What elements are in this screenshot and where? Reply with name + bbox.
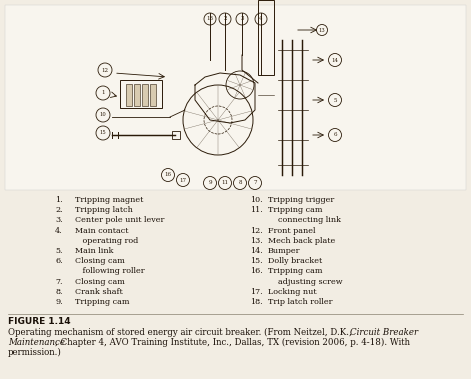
Text: 16: 16 <box>164 172 171 177</box>
Text: 9.: 9. <box>55 298 63 306</box>
Text: 6.: 6. <box>55 257 63 265</box>
Text: 15: 15 <box>100 130 106 136</box>
Text: Closing cam: Closing cam <box>75 277 125 286</box>
Text: Dolly bracket: Dolly bracket <box>268 257 322 265</box>
Text: Closing cam: Closing cam <box>75 257 125 265</box>
Text: 12: 12 <box>101 67 108 72</box>
Text: Tripping magnet: Tripping magnet <box>75 196 143 204</box>
Bar <box>258 0 274 75</box>
Bar <box>120 80 162 108</box>
Text: 17.: 17. <box>250 288 263 296</box>
Bar <box>126 84 132 106</box>
Text: Tripping cam: Tripping cam <box>268 206 323 214</box>
Text: Tripping cam: Tripping cam <box>268 268 323 276</box>
Text: 4: 4 <box>259 17 263 22</box>
Text: Crank shaft: Crank shaft <box>75 288 123 296</box>
Text: 8.: 8. <box>55 288 63 296</box>
Text: Center pole unit lever: Center pole unit lever <box>75 216 164 224</box>
Text: Mech back plate: Mech back plate <box>268 237 335 245</box>
Text: Front panel: Front panel <box>268 227 316 235</box>
Text: operating rod: operating rod <box>75 237 138 245</box>
Text: 11: 11 <box>221 180 228 185</box>
Text: 6: 6 <box>333 133 337 138</box>
Text: FIGURE 1.14: FIGURE 1.14 <box>8 317 71 326</box>
Text: Tripping trigger: Tripping trigger <box>268 196 334 204</box>
Text: 2.: 2. <box>55 206 63 214</box>
Text: 18.: 18. <box>250 298 263 306</box>
Text: 1.: 1. <box>55 196 63 204</box>
Text: 4.: 4. <box>55 227 63 235</box>
Text: 5: 5 <box>333 97 337 102</box>
Text: Tripping latch: Tripping latch <box>75 206 133 214</box>
Text: permission.): permission.) <box>8 348 62 357</box>
Text: Operating mechanism of stored energy air circuit breaker. (From Neitzel, D.K.,: Operating mechanism of stored energy air… <box>8 328 355 337</box>
Text: 11.: 11. <box>250 206 263 214</box>
Text: following roller: following roller <box>75 268 145 276</box>
Text: Circuit Breaker: Circuit Breaker <box>350 328 418 337</box>
Text: 3.: 3. <box>55 216 63 224</box>
Text: 3: 3 <box>240 17 244 22</box>
Text: 17: 17 <box>179 177 187 183</box>
Text: connecting link: connecting link <box>268 216 341 224</box>
Text: 9: 9 <box>208 180 212 185</box>
Text: 10.: 10. <box>250 196 263 204</box>
Text: 16.: 16. <box>250 268 263 276</box>
Text: 10: 10 <box>100 113 106 117</box>
Text: 14.: 14. <box>250 247 263 255</box>
Text: 1: 1 <box>101 91 105 96</box>
Bar <box>172 131 180 139</box>
Text: Locking nut: Locking nut <box>268 288 317 296</box>
Text: Maintenance: Maintenance <box>8 338 65 347</box>
Bar <box>142 84 148 106</box>
Text: Main link: Main link <box>75 247 114 255</box>
Text: 15.: 15. <box>250 257 263 265</box>
Text: 13: 13 <box>318 28 325 33</box>
Text: Main contact: Main contact <box>75 227 129 235</box>
Text: 8: 8 <box>238 180 242 185</box>
Text: 2: 2 <box>223 17 227 22</box>
Text: adjusting screw: adjusting screw <box>268 277 342 286</box>
Text: 14: 14 <box>332 58 339 63</box>
Text: 5.: 5. <box>55 247 63 255</box>
Bar <box>150 84 156 106</box>
Text: 7: 7 <box>253 180 257 185</box>
Text: Tripping cam: Tripping cam <box>75 298 130 306</box>
Text: 7.: 7. <box>55 277 63 286</box>
Text: 18: 18 <box>206 17 213 22</box>
Bar <box>134 84 140 106</box>
Text: , Chapter 4, AVO Training Institute, Inc., Dallas, TX (revision 2006, p. 4-18). : , Chapter 4, AVO Training Institute, Inc… <box>55 338 410 347</box>
Text: 13.: 13. <box>250 237 263 245</box>
Text: Bumper: Bumper <box>268 247 300 255</box>
Text: 12.: 12. <box>250 227 263 235</box>
Bar <box>5 5 466 190</box>
Text: Trip latch roller: Trip latch roller <box>268 298 333 306</box>
